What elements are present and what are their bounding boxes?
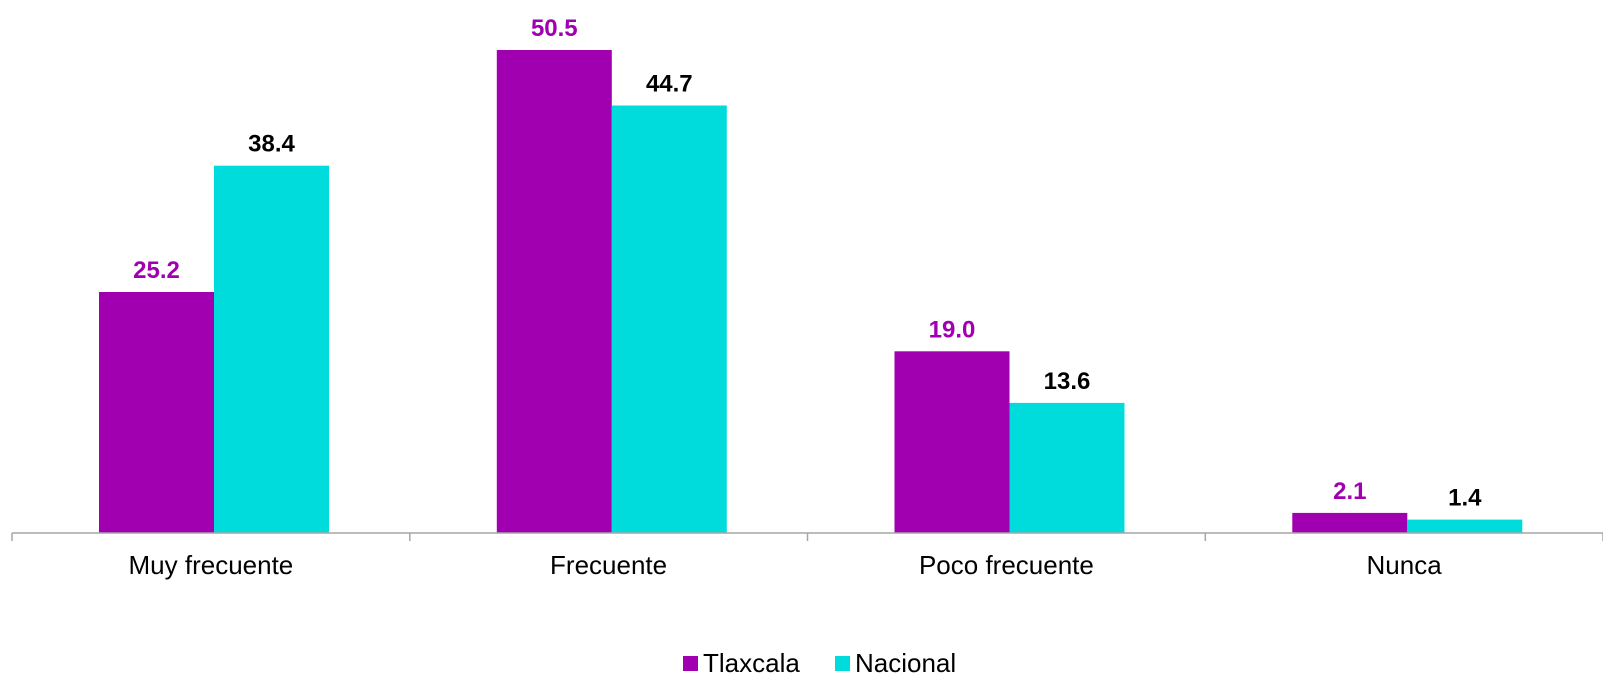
value-labels-layer: 25.2 38.4 50.5 44.7 19.0 13.6 2.1 1.4 — [133, 15, 1482, 512]
bar-nacional-2 — [611, 105, 727, 533]
value-label-nacional-1: 38.4 — [248, 131, 295, 158]
bar-nacional-3 — [1009, 402, 1125, 533]
legend-swatch-nacional — [835, 656, 850, 671]
legend-label-nacional: Nacional — [855, 648, 956, 675]
category-label-4: Nunca — [1367, 550, 1443, 580]
bar-nacional-4 — [1407, 519, 1523, 533]
category-label-3: Poco frecuente — [919, 550, 1094, 580]
value-label-tlaxcala-4: 2.1 — [1333, 478, 1366, 505]
category-labels: Muy frecuente Frecuente Poco frecuente Nunc… — [129, 550, 1443, 580]
bar-tlaxcala-1 — [99, 292, 214, 533]
bar-tlaxcala-4 — [1292, 512, 1408, 533]
category-label-1: Muy frecuente — [129, 550, 294, 580]
legend-swatch-tlaxcala — [683, 656, 698, 671]
bar-tlaxcala-3 — [894, 351, 1010, 533]
category-label-2: Frecuente — [550, 550, 667, 580]
x-axis — [11, 532, 1603, 541]
value-label-tlaxcala-2: 50.5 — [531, 15, 578, 42]
value-label-nacional-3: 13.6 — [1044, 368, 1091, 395]
value-label-tlaxcala-1: 25.2 — [133, 257, 180, 284]
bars-layer — [99, 50, 1523, 533]
legend-label-tlaxcala: Tlaxcala — [703, 648, 800, 675]
value-label-tlaxcala-3: 19.0 — [929, 316, 976, 343]
legend: Tlaxcala Nacional — [683, 648, 956, 675]
value-label-nacional-2: 44.7 — [646, 71, 693, 98]
bar-tlaxcala-2 — [496, 50, 612, 533]
bar-nacional-1 — [214, 165, 329, 533]
value-label-nacional-4: 1.4 — [1448, 485, 1482, 512]
